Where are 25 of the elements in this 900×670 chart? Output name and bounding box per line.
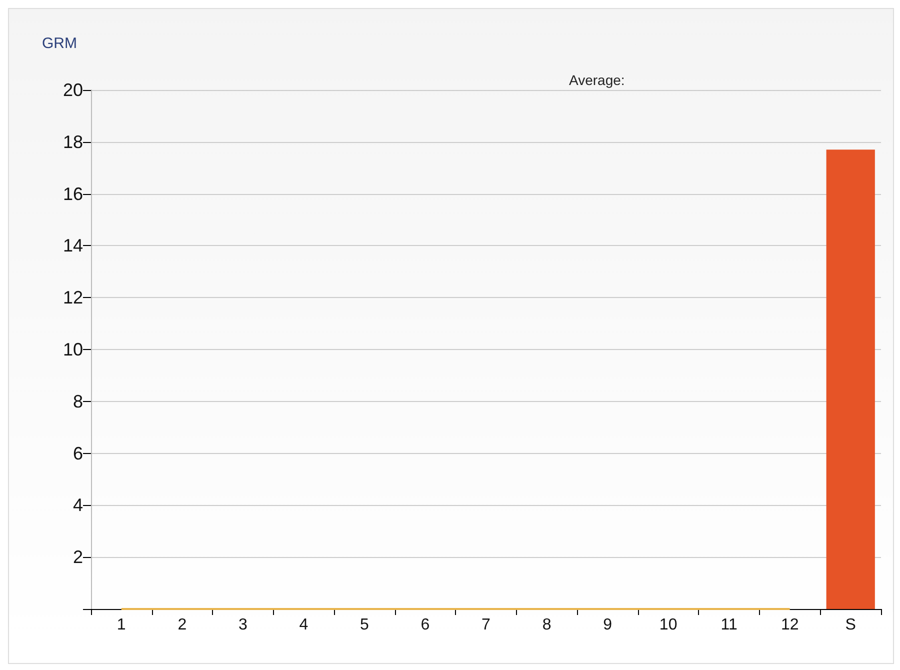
y-tick-label: 12 [62,288,83,308]
text: Average: [569,72,625,88]
y-tick-label: 16 [62,184,83,204]
x-tick-label: S [845,616,856,634]
y-tick-label: 4 [72,495,83,516]
y-tick-label: 10 [62,340,83,360]
x-tick-label: 6 [420,616,430,634]
chart-title: GRM [42,35,77,52]
x-tick-label: 8 [542,616,552,634]
x-tick-label: 10 [659,616,678,634]
x-tick-label: 3 [238,616,248,634]
x-tick-label: 4 [299,616,308,634]
y-tick-label: 6 [72,443,83,464]
x-tick-label: 12 [780,616,799,634]
y-tick-label: 8 [72,391,83,412]
x-tick-label: 7 [482,616,491,634]
y-tick-label: 2 [72,547,83,568]
x-tick-label: 5 [360,616,370,634]
x-tick-label: 11 [720,616,738,634]
y-tick-label: 20 [62,80,83,100]
x-tick-label: 2 [178,616,187,634]
y-tick-label: 14 [62,236,83,256]
x-tick-label: 9 [603,616,612,634]
x-tick-label: 1 [116,616,126,634]
y-tick-label: 18 [62,132,83,152]
